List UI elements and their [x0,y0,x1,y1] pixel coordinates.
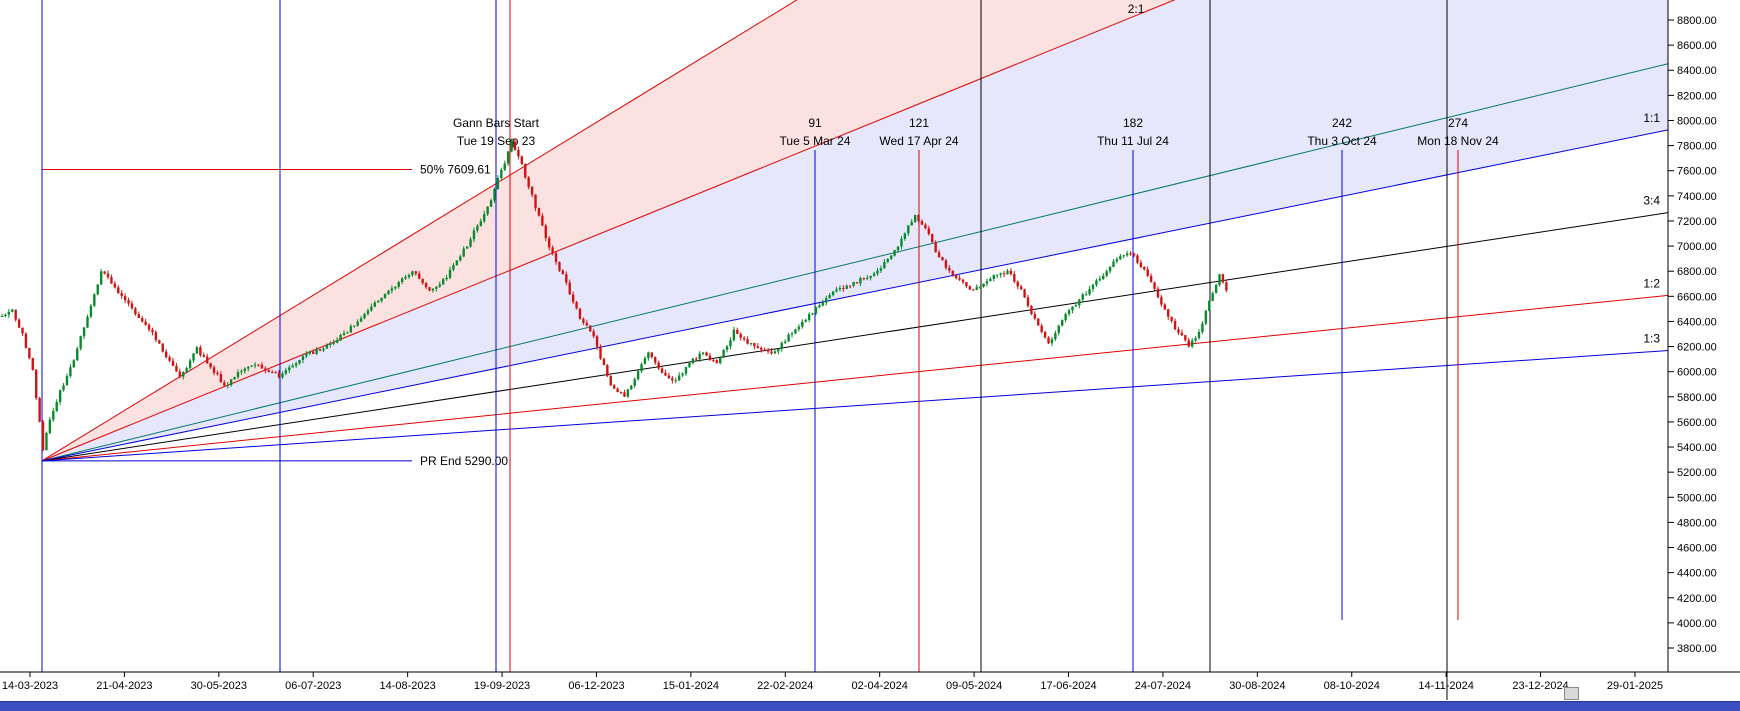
svg-text:09-05-2024: 09-05-2024 [946,680,1002,692]
svg-text:02-04-2024: 02-04-2024 [852,680,908,692]
svg-text:30-08-2024: 30-08-2024 [1229,680,1285,692]
svg-text:7200.00: 7200.00 [1677,216,1717,228]
svg-text:Tue 19 Sep 23: Tue 19 Sep 23 [457,134,536,148]
svg-text:4200.00: 4200.00 [1677,593,1717,605]
svg-text:7400.00: 7400.00 [1677,191,1717,203]
svg-text:19-09-2023: 19-09-2023 [474,680,530,692]
svg-text:182: 182 [1123,116,1143,130]
svg-text:6600.00: 6600.00 [1677,291,1717,303]
svg-text:4000.00: 4000.00 [1677,618,1717,630]
svg-text:14-03-2023: 14-03-2023 [2,680,58,692]
svg-text:4400.00: 4400.00 [1677,568,1717,580]
svg-text:3800.00: 3800.00 [1677,643,1717,655]
svg-text:8600.00: 8600.00 [1677,40,1717,52]
svg-text:Gann Bars Start: Gann Bars Start [453,116,540,130]
svg-text:2:1: 2:1 [1128,2,1145,16]
svg-text:8000.00: 8000.00 [1677,115,1717,127]
svg-text:5000.00: 5000.00 [1677,492,1717,504]
svg-text:23-12-2024: 23-12-2024 [1512,680,1568,692]
axes: 8800.00 8600.00 8400.00 8200.00 8000.00 7800.… [0,0,1740,692]
bottom-bar [0,701,1740,711]
svg-text:5200.00: 5200.00 [1677,467,1717,479]
svg-text:06-12-2023: 06-12-2023 [568,680,624,692]
svg-text:7600.00: 7600.00 [1677,166,1717,178]
svg-text:4800.00: 4800.00 [1677,517,1717,529]
svg-text:08-10-2024: 08-10-2024 [1324,680,1380,692]
svg-text:15-01-2024: 15-01-2024 [663,680,719,692]
svg-text:Mon 18 Nov 24: Mon 18 Nov 24 [1417,134,1499,148]
svg-text:7800.00: 7800.00 [1677,141,1717,153]
svg-text:24-07-2024: 24-07-2024 [1135,680,1191,692]
svg-text:1:1: 1:1 [1643,111,1660,125]
svg-text:7000.00: 7000.00 [1677,241,1717,253]
price-levels[interactable]: 50% 7609.61 PR End 5290.00 [42,163,508,468]
svg-text:Tue 5 Mar 24: Tue 5 Mar 24 [780,134,851,148]
svg-text:Thu 11 Jul 24: Thu 11 Jul 24 [1097,134,1169,148]
svg-text:29-01-2025: 29-01-2025 [1607,680,1663,692]
svg-text:PR End 5290.00: PR End 5290.00 [420,454,508,468]
svg-text:30-05-2023: 30-05-2023 [191,680,247,692]
svg-text:14-11-2024: 14-11-2024 [1418,680,1473,692]
scrollbar-thumb[interactable] [1564,687,1579,700]
svg-text:17-06-2024: 17-06-2024 [1040,680,1096,692]
svg-text:6000.00: 6000.00 [1677,367,1717,379]
svg-text:1:3: 1:3 [1643,332,1660,346]
svg-text:Thu 3 Oct 24: Thu 3 Oct 24 [1307,134,1377,148]
svg-text:4600.00: 4600.00 [1677,543,1717,555]
svg-text:5400.00: 5400.00 [1677,442,1717,454]
svg-text:06-07-2023: 06-07-2023 [285,680,341,692]
candlesticks[interactable] [0,138,1228,452]
svg-text:8400.00: 8400.00 [1677,65,1717,77]
gann-fan-lines[interactable] [41,0,1668,462]
svg-text:242: 242 [1332,116,1352,130]
svg-text:91: 91 [808,116,822,130]
svg-text:6200.00: 6200.00 [1677,342,1717,354]
svg-text:5800.00: 5800.00 [1677,392,1717,404]
svg-text:21-04-2023: 21-04-2023 [96,680,152,692]
svg-text:274: 274 [1448,116,1468,130]
fan-labels: 2:1 1:1 3:4 1:2 1:3 [1128,2,1661,346]
svg-text:50% 7609.61: 50% 7609.61 [420,163,491,177]
svg-text:6400.00: 6400.00 [1677,316,1717,328]
svg-text:8800.00: 8800.00 [1677,15,1717,27]
svg-text:14-08-2023: 14-08-2023 [379,680,435,692]
svg-text:Wed 17 Apr 24: Wed 17 Apr 24 [879,134,958,148]
svg-text:3:4: 3:4 [1643,194,1660,208]
svg-text:6800.00: 6800.00 [1677,266,1717,278]
gann-bands [42,0,1668,461]
svg-text:121: 121 [909,116,929,130]
svg-text:5600.00: 5600.00 [1677,417,1717,429]
svg-text:8200.00: 8200.00 [1677,90,1717,102]
time-lines[interactable]: Gann Bars Start Tue 19 Sep 23 91 Tue 5 Mar … [41,0,1499,700]
svg-text:1:2: 1:2 [1643,276,1660,290]
svg-text:22-02-2024: 22-02-2024 [757,680,813,692]
